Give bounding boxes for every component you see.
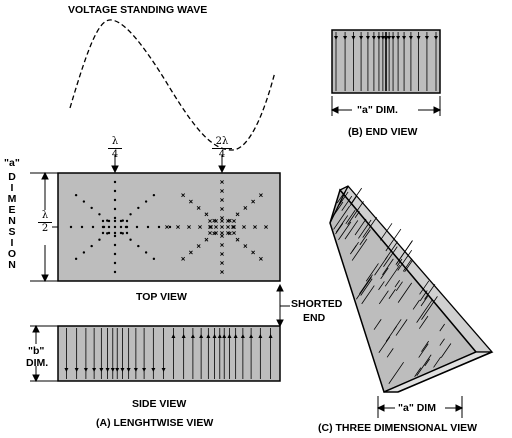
- end-view-field-lines: [334, 32, 438, 91]
- end-view-dimension: [330, 96, 442, 116]
- end-label: END: [303, 312, 326, 324]
- a-label: "a": [4, 157, 20, 169]
- side-view-box: [57, 325, 281, 382]
- two-lambda-quarter-den: 4: [218, 149, 226, 160]
- b-label: "b": [28, 345, 45, 357]
- side-view-dimension: [30, 324, 58, 383]
- fraction-bar: [38, 222, 52, 223]
- side-view-caption: SIDE VIEW: [132, 398, 187, 410]
- dimension-letter: O: [7, 248, 17, 260]
- standing-wave-title: VOLTAGE STANDING WAVE: [68, 4, 208, 16]
- lambda-quarter-den: 4: [111, 149, 119, 160]
- two-lambda-quarter-num: 2λ: [215, 136, 229, 147]
- end-view-box: [331, 29, 441, 94]
- three-d-dimension: [376, 396, 464, 418]
- dimension-letter: S: [8, 226, 16, 238]
- dimension-letter: I: [10, 182, 14, 194]
- three-d-caption: (C) THREE DIMENSIONAL VIEW: [318, 422, 478, 434]
- lambda-quarter-fraction: λ 4: [108, 137, 122, 160]
- side-view-field-lines: [64, 328, 273, 379]
- three-d-a-dim-label: "a" DIM: [398, 402, 436, 414]
- lambda-half-den: 2: [41, 223, 49, 234]
- dimension-letter: I: [10, 237, 14, 249]
- fraction-bar: [108, 148, 122, 149]
- dimension-letter: M: [7, 193, 17, 205]
- top-view-caption: TOP VIEW: [136, 291, 187, 303]
- end-view-a-dim-label: "a" DIM.: [357, 104, 398, 116]
- lambda-half-fraction: λ 2: [38, 211, 52, 234]
- shorted-label: SHORTED: [291, 298, 343, 310]
- top-view-field-marks: [69, 180, 268, 274]
- dimension-letter: N: [8, 259, 16, 271]
- fraction-bar: [212, 148, 232, 149]
- lengthwise-view-caption: (A) LENGHTWISE VIEW: [96, 417, 214, 429]
- two-lambda-quarter-fraction: 2λ 4: [212, 137, 232, 160]
- end-view-caption: (B) END VIEW: [348, 126, 418, 138]
- b-dim-label: DIM.: [26, 357, 49, 369]
- standing-wave-curve: [69, 19, 276, 151]
- three-d-waveguide: [329, 185, 494, 394]
- lambda-half-num: λ: [41, 210, 49, 221]
- lambda-quarter-num: λ: [111, 136, 119, 147]
- dimension-letter: D: [8, 171, 16, 183]
- dimension-letter: E: [8, 204, 16, 216]
- dimension-letter: N: [8, 215, 16, 227]
